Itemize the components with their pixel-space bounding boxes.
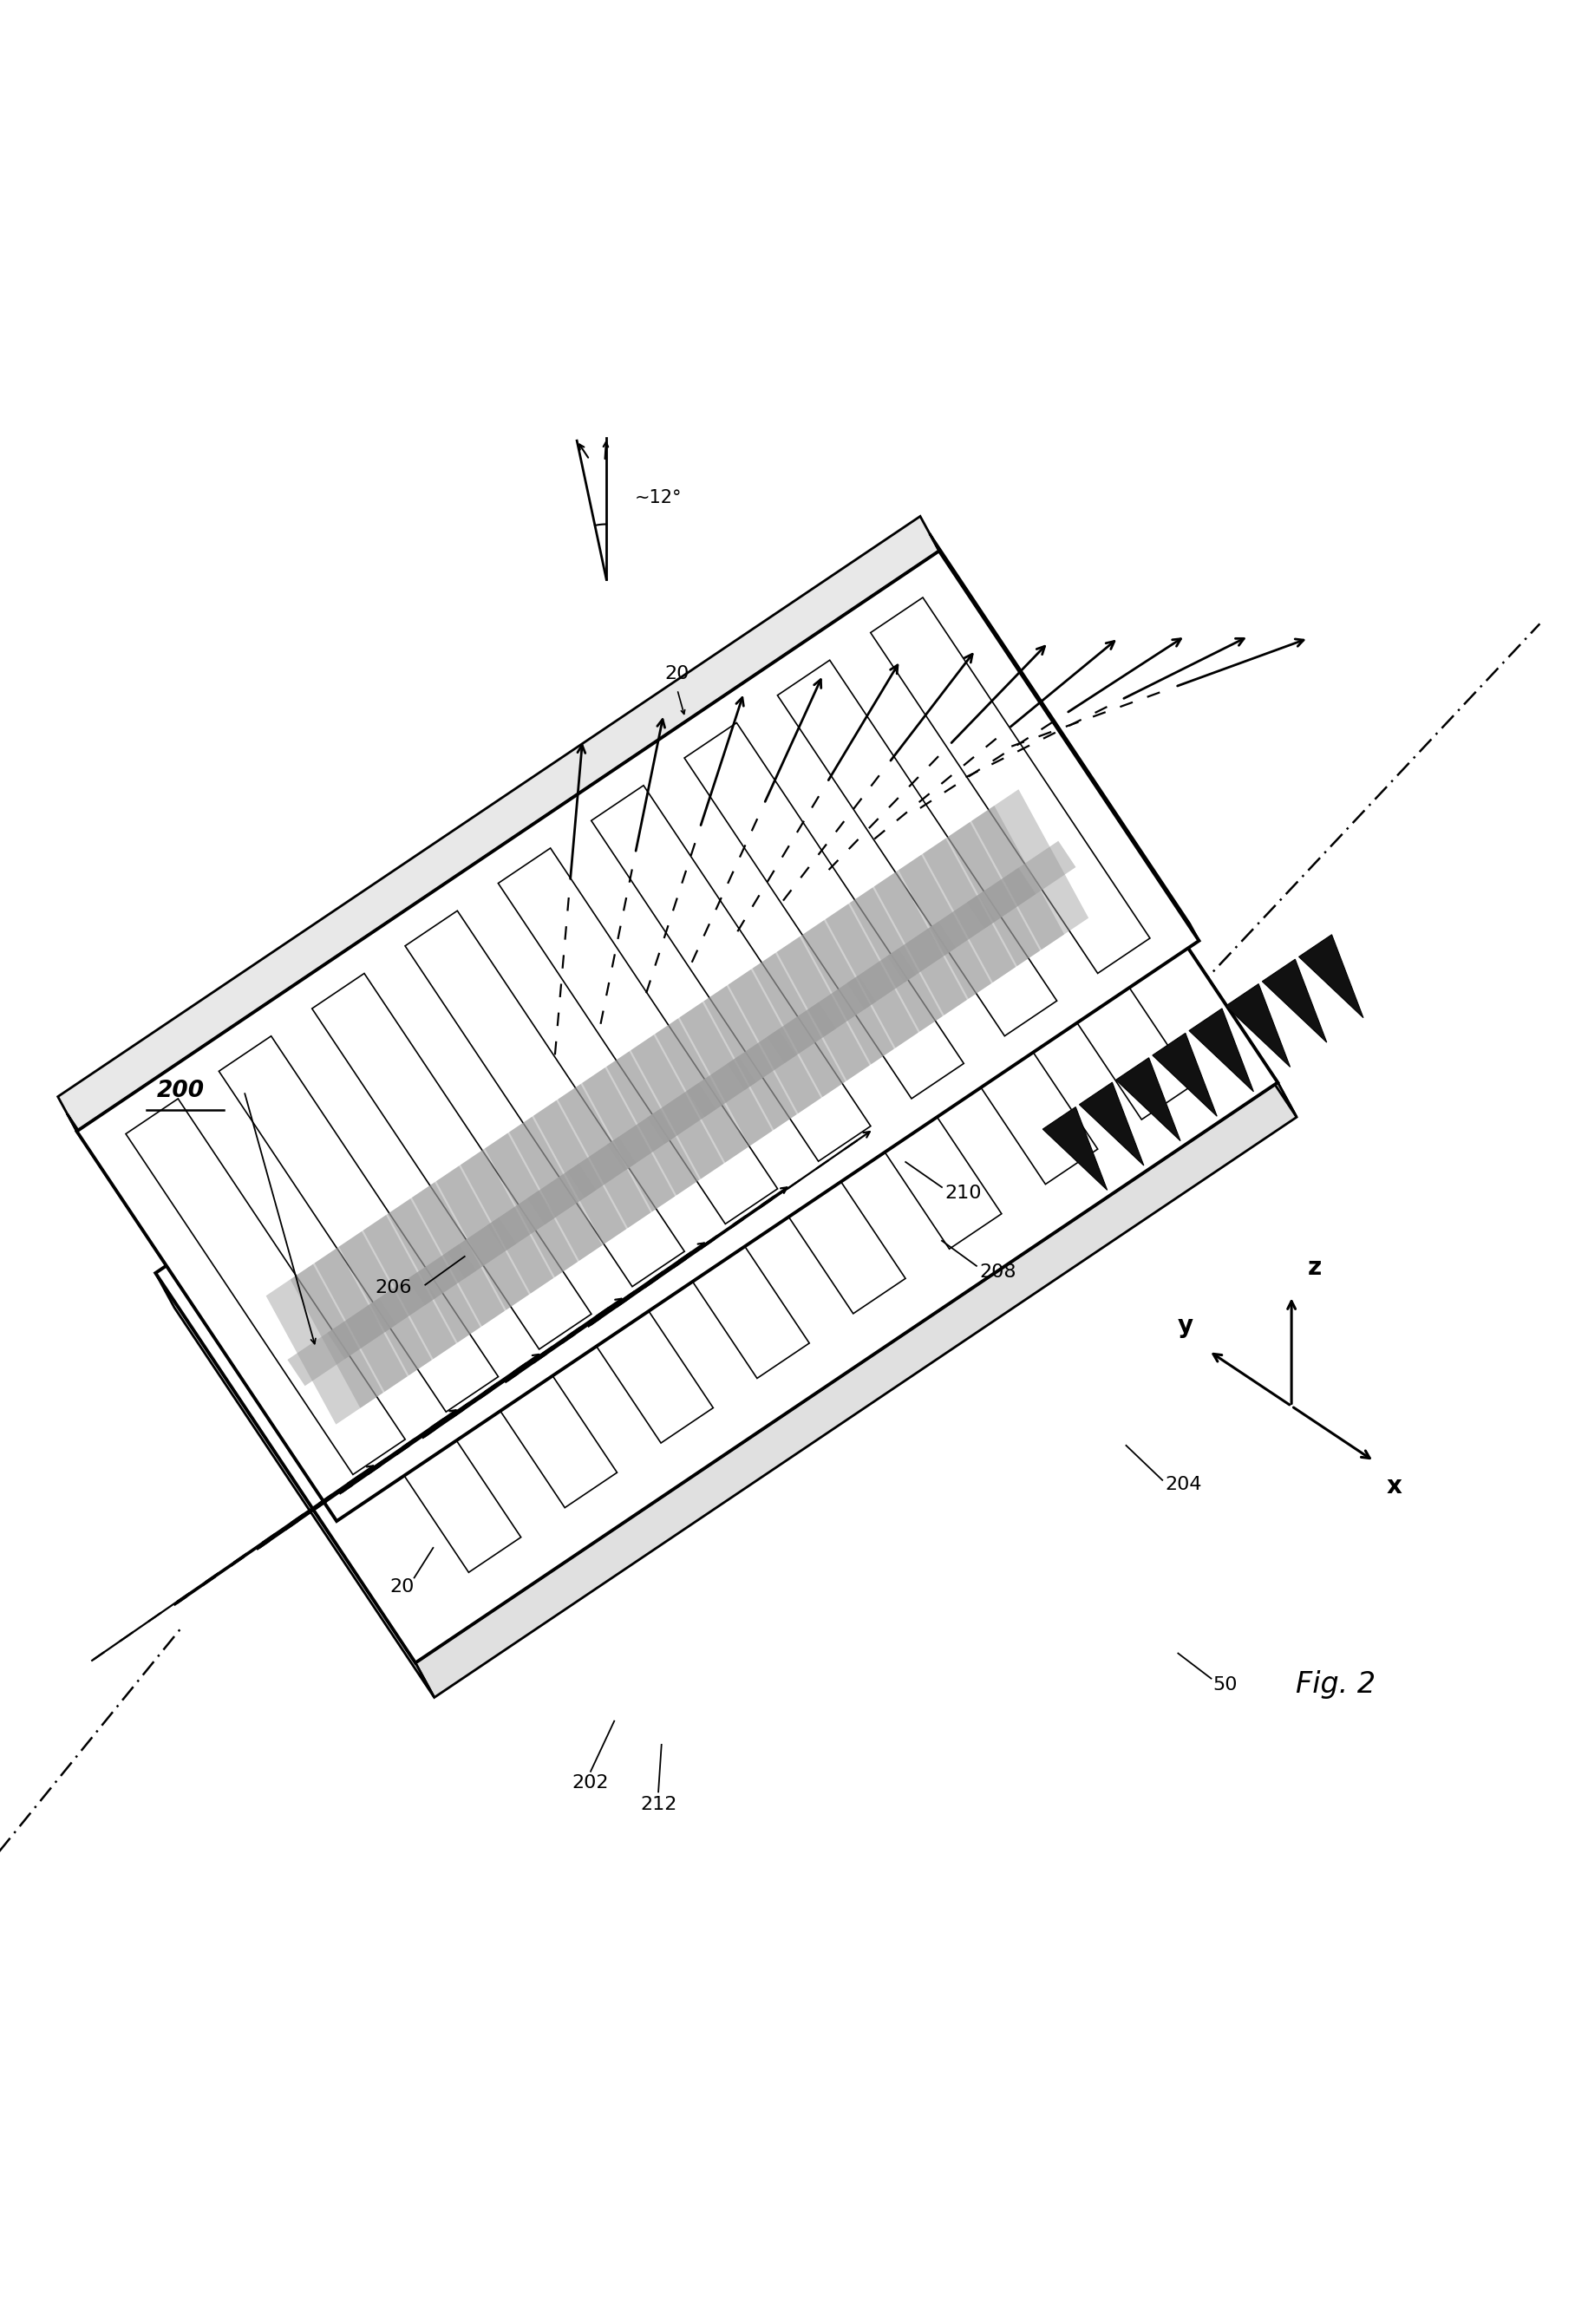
Polygon shape: [315, 1232, 432, 1392]
Polygon shape: [416, 1083, 1296, 1697]
Polygon shape: [753, 937, 869, 1097]
Polygon shape: [258, 1222, 521, 1573]
Polygon shape: [655, 1002, 772, 1162]
Text: 20: 20: [389, 1578, 414, 1597]
Polygon shape: [685, 723, 964, 1099]
Text: 212: 212: [639, 1796, 677, 1813]
Polygon shape: [687, 1030, 795, 1118]
Polygon shape: [498, 848, 778, 1225]
Polygon shape: [871, 597, 1150, 974]
Polygon shape: [405, 911, 685, 1287]
Text: 210: 210: [945, 1185, 981, 1202]
Polygon shape: [929, 535, 1199, 941]
Polygon shape: [679, 985, 797, 1146]
Text: ~12°: ~12°: [635, 488, 682, 507]
Polygon shape: [851, 872, 967, 1032]
Polygon shape: [460, 1134, 578, 1294]
Polygon shape: [548, 1030, 810, 1378]
Polygon shape: [776, 920, 895, 1081]
Text: z: z: [1307, 1255, 1321, 1281]
Polygon shape: [413, 1167, 529, 1327]
Polygon shape: [923, 823, 1040, 983]
Polygon shape: [932, 769, 1194, 1120]
Polygon shape: [632, 1018, 748, 1178]
Polygon shape: [728, 953, 846, 1113]
Text: 208: 208: [980, 1264, 1016, 1281]
Text: 202: 202: [572, 1773, 610, 1792]
Polygon shape: [328, 1271, 436, 1360]
Polygon shape: [1189, 1009, 1254, 1092]
Polygon shape: [1153, 1034, 1217, 1116]
Polygon shape: [887, 895, 995, 983]
Polygon shape: [558, 1067, 676, 1227]
Polygon shape: [806, 948, 917, 1037]
Polygon shape: [156, 1274, 435, 1697]
Polygon shape: [1262, 960, 1326, 1043]
Polygon shape: [58, 516, 939, 1132]
Polygon shape: [1299, 934, 1364, 1018]
Polygon shape: [156, 693, 1277, 1664]
Polygon shape: [487, 1164, 597, 1250]
Polygon shape: [704, 969, 821, 1129]
Polygon shape: [928, 867, 1036, 955]
Polygon shape: [740, 899, 1002, 1248]
Text: 204: 204: [1166, 1476, 1202, 1494]
Text: 200: 200: [158, 1081, 205, 1102]
Polygon shape: [290, 1248, 408, 1408]
Polygon shape: [1079, 1083, 1143, 1167]
Polygon shape: [77, 551, 1199, 1522]
Polygon shape: [452, 1092, 713, 1443]
Polygon shape: [583, 1050, 699, 1211]
Polygon shape: [608, 1083, 717, 1171]
Text: 50: 50: [1213, 1676, 1238, 1694]
Polygon shape: [528, 1136, 636, 1225]
Polygon shape: [1117, 1057, 1180, 1141]
Polygon shape: [644, 964, 906, 1313]
Text: y: y: [1178, 1313, 1192, 1339]
Polygon shape: [606, 1034, 723, 1195]
Polygon shape: [339, 1215, 457, 1376]
Polygon shape: [534, 1083, 650, 1243]
Polygon shape: [591, 786, 871, 1162]
Polygon shape: [647, 1055, 756, 1143]
Polygon shape: [312, 974, 591, 1350]
Polygon shape: [447, 1190, 556, 1278]
Polygon shape: [972, 790, 1088, 951]
Polygon shape: [767, 976, 876, 1062]
Polygon shape: [1225, 983, 1290, 1067]
Polygon shape: [802, 904, 918, 1064]
Polygon shape: [847, 923, 956, 1009]
Polygon shape: [68, 1113, 337, 1522]
Polygon shape: [509, 1102, 627, 1260]
Polygon shape: [825, 888, 942, 1048]
Polygon shape: [874, 855, 991, 1016]
Text: 206: 206: [375, 1278, 413, 1297]
Polygon shape: [898, 839, 1016, 999]
Polygon shape: [126, 1099, 405, 1473]
Polygon shape: [266, 1264, 383, 1425]
Polygon shape: [408, 1218, 517, 1306]
Polygon shape: [836, 834, 1098, 1185]
Text: 20: 20: [665, 665, 690, 683]
Polygon shape: [947, 806, 1065, 967]
Text: x: x: [1386, 1473, 1402, 1499]
Polygon shape: [219, 1037, 498, 1413]
Polygon shape: [1043, 1106, 1107, 1190]
Polygon shape: [485, 1118, 602, 1278]
Polygon shape: [778, 660, 1057, 1037]
Polygon shape: [567, 1111, 676, 1197]
Polygon shape: [387, 1183, 504, 1343]
Polygon shape: [287, 1299, 397, 1385]
Polygon shape: [364, 1199, 480, 1360]
Text: Fig. 2: Fig. 2: [1296, 1671, 1375, 1699]
Polygon shape: [1017, 693, 1296, 1118]
Polygon shape: [367, 1243, 476, 1332]
Polygon shape: [967, 841, 1076, 930]
Polygon shape: [728, 1002, 836, 1090]
Polygon shape: [354, 1157, 617, 1508]
Polygon shape: [436, 1150, 553, 1311]
